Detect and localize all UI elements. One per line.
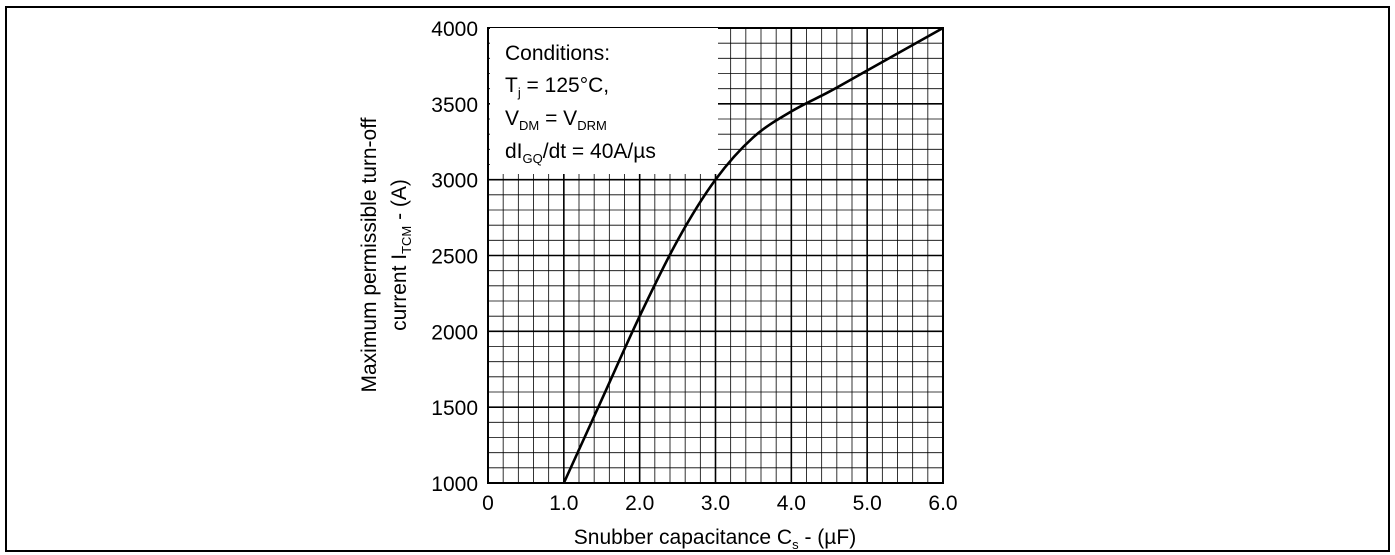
y-tick-label: 2500 — [431, 246, 478, 269]
x-tick-label: 1.0 — [549, 492, 578, 515]
conditions-digq: dIGQ/dt = 40A/µs — [505, 140, 656, 166]
y-tick-label: 1500 — [431, 397, 478, 420]
series-line — [562, 26, 944, 484]
y-tick-label: 4000 — [431, 18, 478, 41]
conditions-tj: Tj = 125°C, — [505, 74, 609, 100]
y-axis-label-line2: current ITCM - (A) — [388, 179, 414, 331]
x-tick-label: 3.0 — [701, 492, 730, 515]
x-axis-label: Snubber capacitance Cs - (µF) — [574, 526, 856, 552]
x-tick-label: 6.0 — [928, 492, 957, 515]
y-tick-label: 3000 — [431, 170, 478, 193]
y-axis-label-line1: Maximum permissible turn-off — [358, 117, 381, 392]
y-tick-label: 1000 — [431, 473, 478, 496]
conditions-box — [490, 28, 718, 174]
x-tick-label: 2.0 — [625, 492, 654, 515]
x-tick-label: 0 — [482, 492, 494, 515]
x-tick-label: 5.0 — [853, 492, 882, 515]
conditions-title: Conditions: — [505, 42, 610, 65]
y-tick-label: 2000 — [431, 321, 478, 344]
y-tick-label: 3500 — [431, 94, 478, 117]
x-tick-label: 4.0 — [777, 492, 806, 515]
conditions-vdm: VDM = VDRM — [505, 107, 607, 133]
